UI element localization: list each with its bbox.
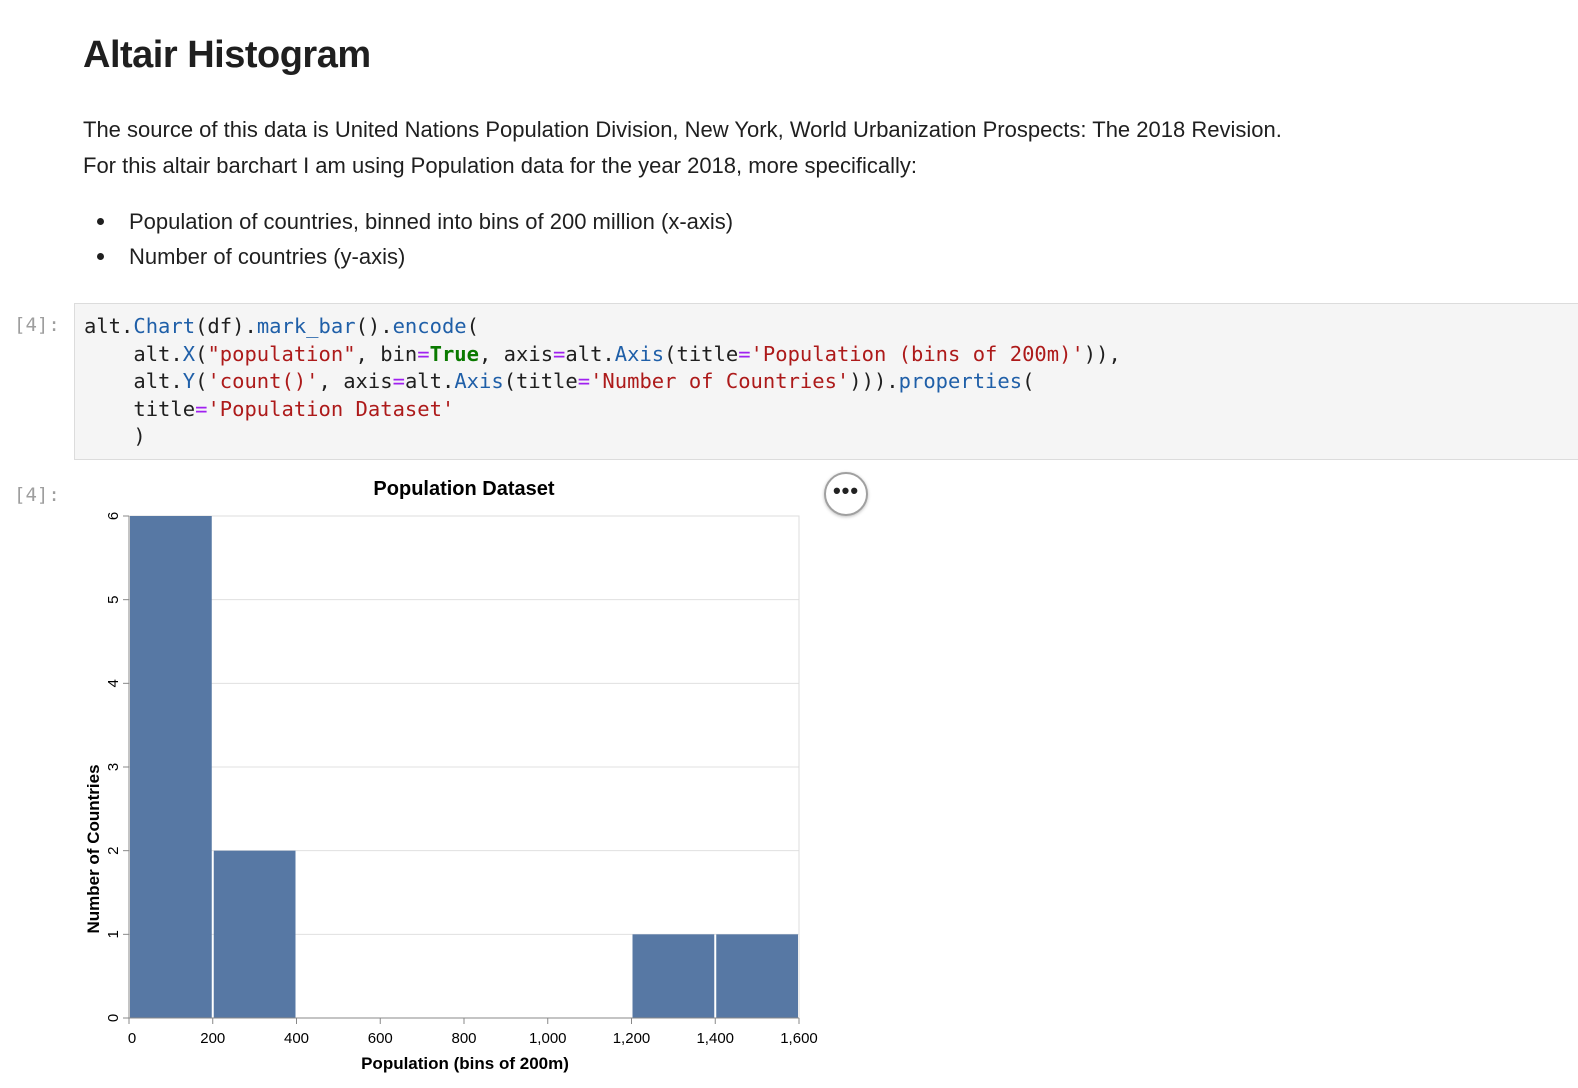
- input-prompt: [4]:: [14, 314, 60, 336]
- chart-axes: 0 200 400 600 800 1,000 1,200 1,400 1,600 0 1 2 3 4 5 6: [105, 512, 818, 1047]
- code-text[interactable]: alt.Chart(df).mark_bar().encode( alt.X("…: [84, 313, 1121, 451]
- output-prompt: [4]:: [14, 484, 60, 506]
- markdown-title: Altair Histogram: [83, 34, 371, 76]
- y-tick-label: 3: [105, 763, 122, 771]
- y-tick-label: 4: [105, 679, 122, 687]
- code-line: alt.X("population", bin=True, axis=alt.A…: [84, 341, 1121, 366]
- x-tick-label: 1,600: [780, 1030, 818, 1047]
- markdown-paragraph-line-2: For this altair barchart I am using Popu…: [83, 153, 917, 178]
- chart-actions-menu-button[interactable]: •••: [824, 472, 868, 516]
- y-tick-label: 6: [105, 512, 122, 520]
- markdown-paragraph: The source of this data is United Nation…: [83, 112, 1483, 184]
- x-tick-label: 800: [451, 1030, 476, 1047]
- x-tick-label: 0: [128, 1030, 136, 1047]
- markdown-bullet-list: Population of countries, binned into bin…: [83, 204, 733, 274]
- more-horizontal-icon: •••: [832, 478, 860, 503]
- x-tick-label: 1,400: [696, 1030, 734, 1047]
- histogram-bar: [716, 934, 798, 1018]
- x-tick-label: 1,000: [529, 1030, 567, 1047]
- code-cell-editor[interactable]: alt.Chart(df).mark_bar().encode( alt.X("…: [74, 303, 1578, 460]
- x-tick-label: 1,200: [613, 1030, 651, 1047]
- code-line: ): [84, 424, 146, 448]
- code-line: alt.Chart(df).mark_bar().encode(: [84, 314, 479, 338]
- code-line: title='Population Dataset': [84, 396, 455, 421]
- y-tick-label: 1: [105, 930, 122, 938]
- y-tick-label: 5: [105, 595, 122, 603]
- y-tick-label: 2: [105, 846, 122, 854]
- chart-bars: [130, 516, 798, 1018]
- x-tick-label: 200: [200, 1030, 225, 1047]
- markdown-paragraph-line-1: The source of this data is United Nation…: [83, 117, 1282, 142]
- x-axis-title: Population (bins of 200m): [361, 1054, 569, 1073]
- x-tick-label: 400: [284, 1030, 309, 1047]
- bullet-item-x-axis: Population of countries, binned into bin…: [83, 204, 733, 239]
- histogram-bar: [632, 934, 715, 1018]
- histogram-chart: Population Dataset 0 200 400 600 800 1,000 1,2…: [84, 478, 818, 1073]
- y-tick-label: 0: [105, 1014, 122, 1022]
- code-line: alt.Y('count()', axis=alt.Axis(title='Nu…: [84, 369, 1035, 393]
- histogram-bar: [130, 516, 212, 1018]
- chart-title: Population Dataset: [373, 478, 554, 500]
- x-tick-label: 600: [368, 1030, 393, 1047]
- y-axis-title: Number of Countries: [84, 764, 103, 933]
- bullet-item-y-axis: Number of countries (y-axis): [83, 239, 733, 274]
- histogram-bar: [213, 850, 296, 1018]
